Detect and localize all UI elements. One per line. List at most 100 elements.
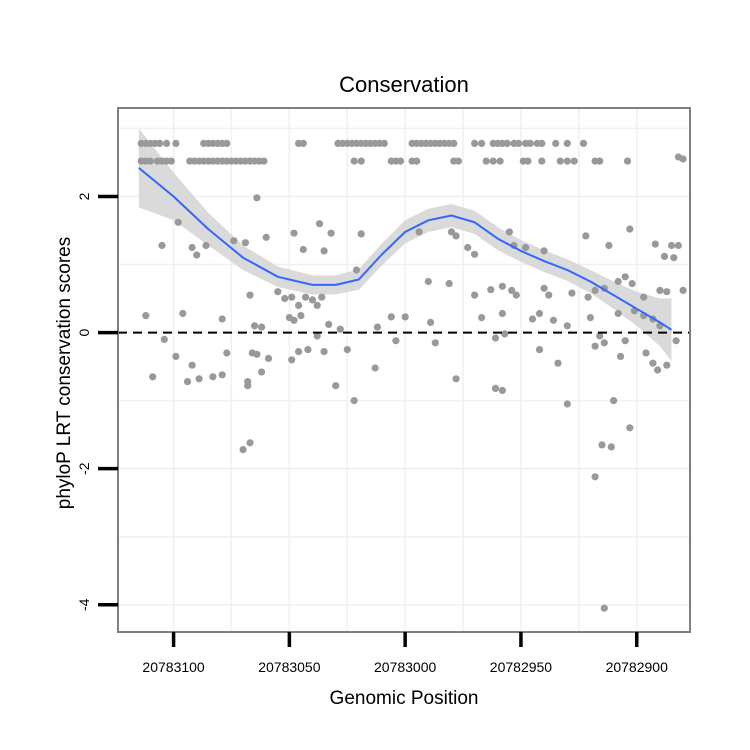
data-point [396,157,405,165]
data-point [308,296,317,304]
data-point [621,273,629,281]
data-point [290,229,298,237]
data-point [172,352,180,360]
data-point [350,157,358,165]
x-tick-label: 20782900 [606,659,669,675]
data-point [524,157,532,165]
data-point [614,309,622,318]
data-point [535,309,544,318]
data-point [545,291,553,299]
plot-border [117,107,691,633]
data-point [656,286,664,294]
data-point [498,386,506,394]
data-point [498,309,506,318]
data-point [563,322,571,330]
data-point [380,139,388,147]
data-point [188,361,196,369]
data-point [336,325,344,333]
data-point [313,301,321,309]
data-point [325,320,333,328]
data-point [246,291,254,299]
data-point [586,314,595,322]
data-point [149,373,157,381]
data-point [596,332,604,340]
data-point [274,288,282,296]
data-point [223,139,231,147]
data-point [251,322,259,330]
data-point [253,194,261,202]
data-point [563,139,571,147]
data-point [202,241,210,250]
data-point [401,313,409,321]
data-point [452,375,460,383]
data-point [392,337,400,345]
data-point [427,318,435,326]
data-point [616,352,625,360]
data-point [327,229,335,237]
smooth-line [138,167,673,331]
data-point [415,228,423,236]
data-point [487,286,495,294]
data-point [295,301,303,309]
data-point [350,397,358,405]
data-point [498,282,506,290]
data-point [623,157,632,165]
x-axis: 20783100 20783050 20783000 20782950 20782900 [142,632,668,675]
data-point [343,346,351,354]
data-point [538,139,546,147]
data-point [290,316,298,324]
data-point [142,312,150,320]
data-point [508,286,516,294]
data-point [371,364,379,372]
data-point [241,239,249,247]
x-tick-label: 20783100 [142,659,205,675]
data-point [373,323,381,331]
data-point [244,378,252,386]
data-point [626,424,634,432]
data-point [591,286,599,294]
data-point [563,157,571,165]
data-point [320,247,328,255]
data-point [526,139,534,147]
data-point [491,384,500,392]
data-point [471,291,479,299]
data-point [454,157,462,165]
data-point [679,155,687,163]
data-point [262,233,270,241]
data-point [538,157,546,165]
data-point [160,335,168,343]
smooth-line-layer [138,167,673,331]
data-point [318,293,326,301]
data-point [568,289,576,297]
data-point [535,346,544,354]
data-point [447,228,456,236]
data-point [582,232,590,240]
data-point [183,378,192,386]
data-point [195,375,203,383]
data-point [167,157,175,165]
points-layer [137,139,687,612]
y-axis-label: phyloP LRT conservation scores [54,237,75,510]
data-point [515,139,523,147]
data-point [288,293,296,301]
data-point [503,139,511,147]
data-point [264,354,273,362]
data-point [299,245,307,254]
data-point [621,337,629,345]
data-point [674,241,683,250]
data-point [295,348,303,356]
data-point [528,315,537,323]
data-point [663,361,671,369]
data-point [496,157,504,165]
data-point [258,323,266,331]
data-point [598,441,606,449]
data-point [281,294,289,303]
data-point [352,266,361,274]
data-point [313,332,321,340]
data-point [424,277,432,286]
data-point [501,330,509,338]
data-point [450,139,458,147]
data-point [193,251,201,259]
data-point [253,350,261,358]
